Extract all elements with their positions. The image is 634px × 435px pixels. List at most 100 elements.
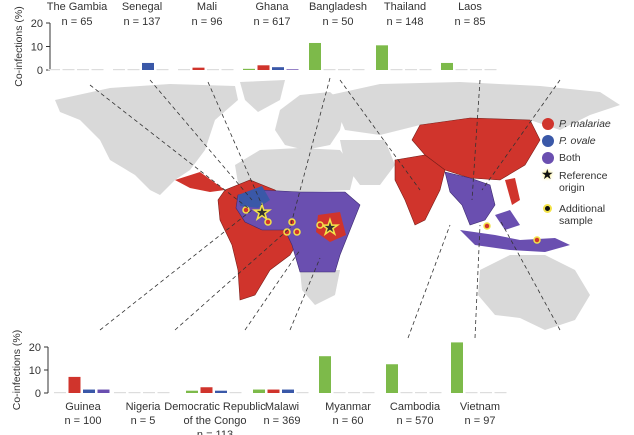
australia [478, 255, 590, 330]
bar [243, 68, 255, 70]
bar [484, 69, 497, 71]
bar-group-democratic-republic-of-the-congo: Democratic Republic of the Congo n = 113 [164, 387, 266, 435]
bar [156, 69, 169, 71]
bar [333, 392, 346, 394]
additional-sample-dot-icon [242, 206, 250, 214]
bar [143, 392, 155, 394]
bar [405, 69, 417, 71]
bar [54, 392, 66, 394]
leader-line [471, 79, 481, 201]
bar [253, 389, 265, 393]
bar-group-nigeria: Nigeria n = 5 [114, 392, 170, 427]
country-label: of the Congo [184, 415, 247, 427]
bar-chart-top: 0 10 20 Co-infections (%) The Gambia n = 65 Se… [13, 1, 497, 87]
bar [400, 392, 413, 394]
bar [419, 69, 432, 71]
china [411, 117, 541, 181]
legend-swatch-blue [542, 135, 554, 147]
sample-size-label: n = 97 [465, 415, 496, 427]
bar [390, 69, 403, 71]
central-america [175, 172, 225, 192]
bar [376, 45, 388, 70]
sample-size-label: n = 85 [455, 16, 486, 28]
star-icon: ★ [541, 166, 554, 182]
bar-group-guinea: Guinea n = 100 [54, 376, 110, 427]
sample-size-label: n = 369 [263, 415, 300, 427]
bar [229, 392, 242, 394]
bar [215, 390, 227, 393]
bar [386, 364, 398, 393]
east-africa [316, 212, 346, 242]
additional-sample-dot-icon [264, 218, 272, 226]
bar [441, 62, 453, 70]
legend-label: Additional [559, 203, 606, 215]
country-label: Thailand [384, 1, 426, 13]
country-label: Bangladesh [309, 1, 367, 13]
leader-line [339, 79, 421, 191]
bar [323, 69, 336, 71]
bar [157, 392, 170, 394]
bar [221, 69, 234, 71]
leader-line [407, 224, 451, 339]
bar [186, 390, 198, 393]
country-label: Senegal [122, 1, 162, 13]
y-axis-label: Co-infections (%) [11, 330, 23, 411]
bar-group-bangladesh: Bangladesh n = 50 [309, 1, 367, 71]
southeast-asia [444, 171, 496, 226]
bar [429, 392, 442, 394]
additional-sample-dot-icon [283, 228, 291, 236]
indonesia [460, 210, 570, 252]
bar [480, 392, 492, 394]
leader-lines [89, 77, 561, 339]
sample-size-label: n = 617 [253, 16, 290, 28]
leader-line [289, 257, 321, 331]
legend-label: origin [559, 182, 585, 194]
bar-group-ghana: Ghana n = 617 [243, 1, 299, 70]
legend-label: Reference [559, 170, 608, 182]
sample-size-label: n = 5 [131, 415, 156, 427]
leader-line [89, 84, 249, 209]
country-label: Laos [458, 1, 482, 13]
bar [97, 389, 110, 393]
europe [275, 92, 345, 150]
bar [127, 69, 140, 71]
world-map: ★★ [55, 80, 620, 330]
country-label: Myanmar [325, 401, 371, 413]
bar-group-senegal: Senegal n = 137 [113, 1, 169, 71]
bar [207, 69, 219, 71]
leader-line [149, 79, 253, 201]
legend-label: P. ovale [559, 135, 596, 147]
sample-size-label: n = 50 [323, 16, 354, 28]
country-label: Ghana [255, 1, 289, 13]
bar [128, 392, 141, 394]
senegal-mali [238, 186, 270, 208]
bar-chart-bottom: 0 10 20 Co-infections (%) Guinea n = 100 Niger… [11, 330, 507, 435]
bar [451, 342, 463, 393]
legend-label: Both [559, 152, 581, 164]
bar-group-myanmar: Myanmar n = 60 [319, 356, 375, 427]
bar [113, 69, 125, 71]
greenland [240, 80, 285, 112]
country-label: Cambodia [390, 401, 441, 413]
bar [272, 67, 284, 70]
north-africa [235, 148, 355, 195]
bar [494, 392, 507, 394]
north-america [55, 84, 238, 195]
bar [348, 392, 360, 394]
leader-line [481, 79, 561, 191]
additional-sample-dot-icon [316, 221, 324, 229]
bar-group-thailand: Thailand n = 148 [376, 1, 432, 71]
sample-size-label: n = 96 [192, 16, 223, 28]
philippines [505, 178, 520, 205]
bar [286, 69, 299, 70]
bar [465, 392, 478, 394]
bar-group-laos: Laos n = 85 [441, 1, 497, 71]
y-tick-label: 20 [31, 18, 43, 30]
reference-origin-star-icon: ★ [321, 217, 339, 239]
y-tick-label: 10 [31, 42, 43, 54]
bar [415, 392, 427, 394]
bar [296, 392, 309, 394]
bar [178, 69, 190, 71]
bar-group-malawi: Malawi n = 369 [253, 389, 309, 427]
